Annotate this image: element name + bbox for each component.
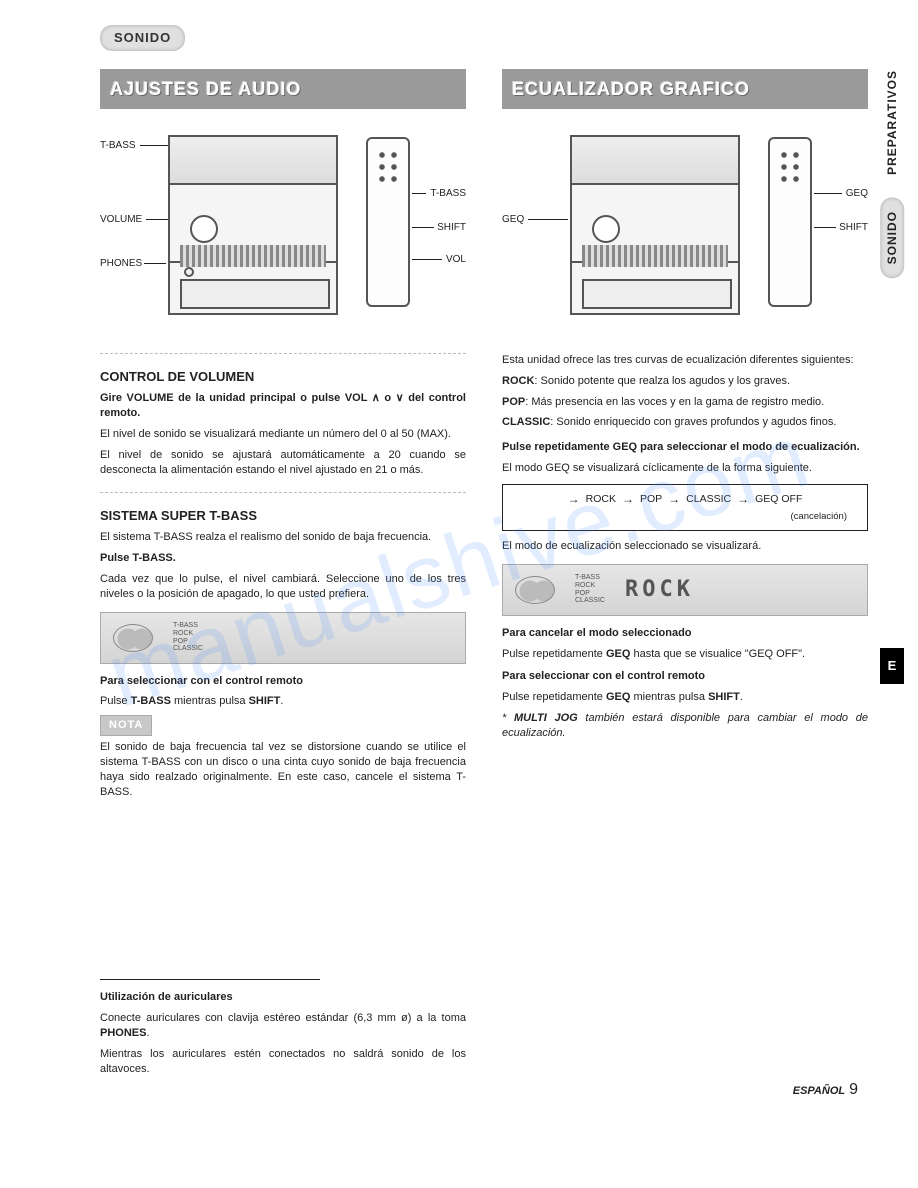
banner-ajustes: AJUSTES DE AUDIO — [100, 69, 466, 109]
eq-list: T-BASS ROCK POP CLASSIC — [173, 622, 203, 653]
label-volume: VOLUME — [100, 213, 142, 227]
eq-intro: Esta unidad ofrece las tres curvas de ec… — [502, 353, 868, 368]
headphones-desc-2: Mientras los auriculares estén conectado… — [100, 1047, 466, 1077]
cancel-head: Para cancelar el modo seleccionado — [502, 626, 868, 641]
stereo-illustration — [168, 135, 338, 315]
tbass-cycle-desc: Cada vez que lo pulse, el nivel cambiará… — [100, 572, 466, 602]
tbass-remote-desc: Pulse T-BASS mientras pulsa SHIFT. — [100, 694, 466, 709]
section-tag-sonido: SONIDO — [100, 25, 185, 51]
stereo-illustration — [570, 135, 740, 315]
dot-matrix-rock: ROCK — [625, 575, 694, 605]
display-strip-geq: T-BASS ROCK POP CLASSIC ROCK — [502, 564, 868, 616]
eq-rock: ROCK: Sonido potente que realza los agud… — [502, 374, 868, 389]
divider — [100, 353, 466, 354]
left-column: AJUSTES DE AUDIO T-BASS VOLUME PHONES T-… — [100, 69, 466, 1083]
diagram-geq: GEQ GEQ SHIFT — [502, 125, 868, 335]
geq-cycle-diagram: →ROCK →POP →CLASSIC →GEQ OFF (cancelació… — [502, 484, 868, 531]
remote-desc: Pulse repetidamente GEQ mientras pulsa S… — [502, 690, 868, 705]
label-remote-shift: SHIFT — [839, 221, 868, 235]
note-text: El sonido de baja frecuencia tal vez se … — [100, 740, 466, 799]
eq-pop: POP: Más presencia en las voces y en la … — [502, 395, 868, 410]
diagram-audio: T-BASS VOLUME PHONES T-BASS SHIFT VOL — [100, 125, 466, 335]
thumb-tab-e: E — [880, 648, 904, 684]
headphones-desc-1: Conecte auriculares con clavija estéreo … — [100, 1011, 466, 1041]
disc-icon — [113, 624, 153, 652]
tab-sonido: SONIDO — [880, 197, 904, 278]
label-geq: GEQ — [502, 213, 524, 227]
eq-classic: CLASSIC: Sonido enriquecido con graves p… — [502, 415, 868, 430]
side-tabs: PREPARATIVOS SONIDO — [880, 70, 904, 278]
heading-tbass: SISTEMA SUPER T-BASS — [100, 507, 466, 525]
label-remote-vol: VOL — [446, 253, 466, 267]
note-tag: NOTA — [100, 715, 152, 736]
footnote-rule — [100, 979, 320, 980]
geq-press-desc: El modo GEQ se visualizará cíclicamente … — [502, 461, 868, 476]
label-phones: PHONES — [100, 257, 142, 271]
divider — [100, 492, 466, 493]
vol-desc-1: El nivel de sonido se visualizará median… — [100, 427, 466, 442]
label-remote-geq: GEQ — [846, 187, 868, 201]
label-tbass: T-BASS — [100, 139, 136, 153]
cancel-desc: Pulse repetidamente GEQ hasta que se vis… — [502, 647, 868, 662]
remote-illustration — [768, 137, 812, 307]
right-column: ECUALIZADOR GRAFICO GEQ GEQ SHIFT Esta u… — [502, 69, 868, 1083]
eq-list: T-BASS ROCK POP CLASSIC — [575, 574, 605, 605]
disc-icon — [515, 576, 555, 604]
geq-press-head: Pulse repetidamente GEQ para seleccionar… — [502, 440, 868, 455]
remote-head: Para seleccionar con el control remoto — [502, 669, 868, 684]
label-remote-shift: SHIFT — [437, 221, 466, 235]
label-remote-tbass: T-BASS — [430, 187, 466, 201]
vol-desc-2: El nivel de sonido se ajustará automátic… — [100, 448, 466, 478]
tbass-press: Pulse T-BASS. — [100, 551, 466, 566]
tab-preparativos: PREPARATIVOS — [884, 70, 900, 175]
page-footer: ESPAÑOL9 — [793, 1079, 858, 1101]
banner-ecualizador: ECUALIZADOR GRAFICO — [502, 69, 868, 109]
multijog-note: * MULTI JOG también estará disponible pa… — [502, 711, 868, 741]
vol-instruction: Gire VOLUME de la unidad principal o pul… — [100, 391, 466, 421]
display-strip-tbass: T-BASS ROCK POP CLASSIC — [100, 612, 466, 664]
heading-control-volumen: CONTROL DE VOLUMEN — [100, 368, 466, 386]
headphones-head: Utilización de auriculares — [100, 990, 466, 1005]
tbass-remote-head: Para seleccionar con el control remoto — [100, 674, 466, 689]
remote-illustration — [366, 137, 410, 307]
geq-visualize: El modo de ecualización seleccionado se … — [502, 539, 868, 554]
tbass-desc: El sistema T-BASS realza el realismo del… — [100, 530, 466, 545]
